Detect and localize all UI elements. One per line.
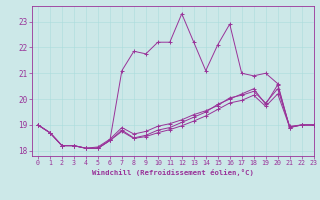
X-axis label: Windchill (Refroidissement éolien,°C): Windchill (Refroidissement éolien,°C) <box>92 169 254 176</box>
